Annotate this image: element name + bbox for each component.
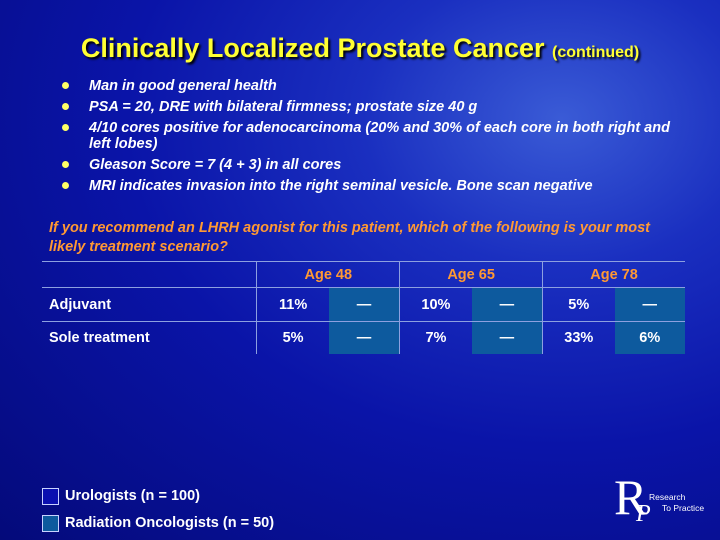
bullet-text: PSA = 20, DRE with bilateral firmness; p…: [89, 99, 478, 115]
bullet-item: MRI indicates invasion into the right se…: [62, 178, 682, 194]
research-to-practice-logo: R P Research To Practice: [614, 472, 714, 530]
legend-label: Radiation Oncologists (n = 50): [65, 515, 275, 531]
legend-swatch-icon: [42, 487, 59, 505]
urologist-cell: 5%: [256, 321, 329, 354]
bullet-dot-icon: [62, 161, 69, 168]
age-header: Age 65: [399, 261, 543, 288]
survey-question: If you recommend an LHRH agonist for thi…: [49, 220, 650, 255]
bullet-item: PSA = 20, DRE with bilateral firmness; p…: [62, 99, 682, 115]
radiation-oncologist-cell: —: [471, 321, 543, 354]
radiation-oncologist-cell: —: [328, 321, 400, 354]
bullet-dot-icon: [62, 82, 69, 89]
urologist-cell: 7%: [399, 321, 472, 354]
slide-title-suffix: (continued): [552, 44, 640, 61]
bullet-item: 4/10 cores positive for adenocarcinoma (…: [62, 120, 682, 152]
radiation-oncologist-cell: —: [471, 287, 543, 322]
legend-item-radiation-oncologists: Radiation Oncologists (n = 50): [42, 512, 274, 534]
table-row: Sole treatment 5% — 7% — 33% 6%: [42, 321, 685, 354]
logo-text-line1: Research: [649, 492, 686, 502]
case-bullet-list: Man in good general health PSA = 20, DRE…: [62, 78, 682, 199]
radiation-oncologist-cell: —: [614, 287, 685, 322]
urologist-cell: 33%: [542, 321, 615, 354]
bullet-dot-icon: [62, 103, 69, 110]
slide-title-main: Clinically Localized Prostate Cancer: [80, 33, 545, 63]
results-table: Age 48 Age 65 Age 78 Adjuvant 11% — 10% …: [42, 261, 685, 354]
legend-swatch-icon: [42, 514, 59, 532]
logo-r-letter: R: [614, 469, 648, 525]
bullet-text: 4/10 cores positive for adenocarcinoma (…: [89, 120, 670, 152]
table-header-row: Age 48 Age 65 Age 78: [42, 261, 685, 288]
table-row: Adjuvant 11% — 10% — 5% —: [42, 287, 685, 322]
legend-item-urologists: Urologists (n = 100): [42, 485, 274, 507]
urologist-cell: 10%: [399, 287, 472, 322]
radiation-oncologist-cell: 6%: [614, 321, 685, 354]
row-label: Adjuvant: [42, 287, 257, 322]
bullet-dot-icon: [62, 182, 69, 189]
bullet-item: Man in good general health: [62, 78, 682, 94]
radiation-oncologist-cell: —: [328, 287, 400, 322]
slide-title: Clinically Localized Prostate Cancer (co…: [0, 33, 720, 64]
bullet-text: MRI indicates invasion into the right se…: [89, 178, 593, 194]
bullet-text: Man in good general health: [89, 78, 277, 94]
age-header: Age 48: [256, 261, 400, 288]
row-label: Sole treatment: [42, 321, 257, 354]
logo-p-letter: P: [636, 501, 651, 527]
legend: Urologists (n = 100) Radiation Oncologis…: [42, 485, 274, 539]
bullet-item: Gleason Score = 7 (4 + 3) in all cores: [62, 157, 682, 173]
bullet-dot-icon: [62, 124, 69, 131]
logo-text-line2: To Practice: [662, 503, 705, 513]
urologist-cell: 11%: [256, 287, 329, 322]
age-header: Age 78: [542, 261, 685, 288]
urologist-cell: 5%: [542, 287, 615, 322]
table-header-blank: [42, 261, 257, 288]
legend-label: Urologists (n = 100): [65, 488, 200, 504]
bullet-text: Gleason Score = 7 (4 + 3) in all cores: [89, 157, 342, 173]
